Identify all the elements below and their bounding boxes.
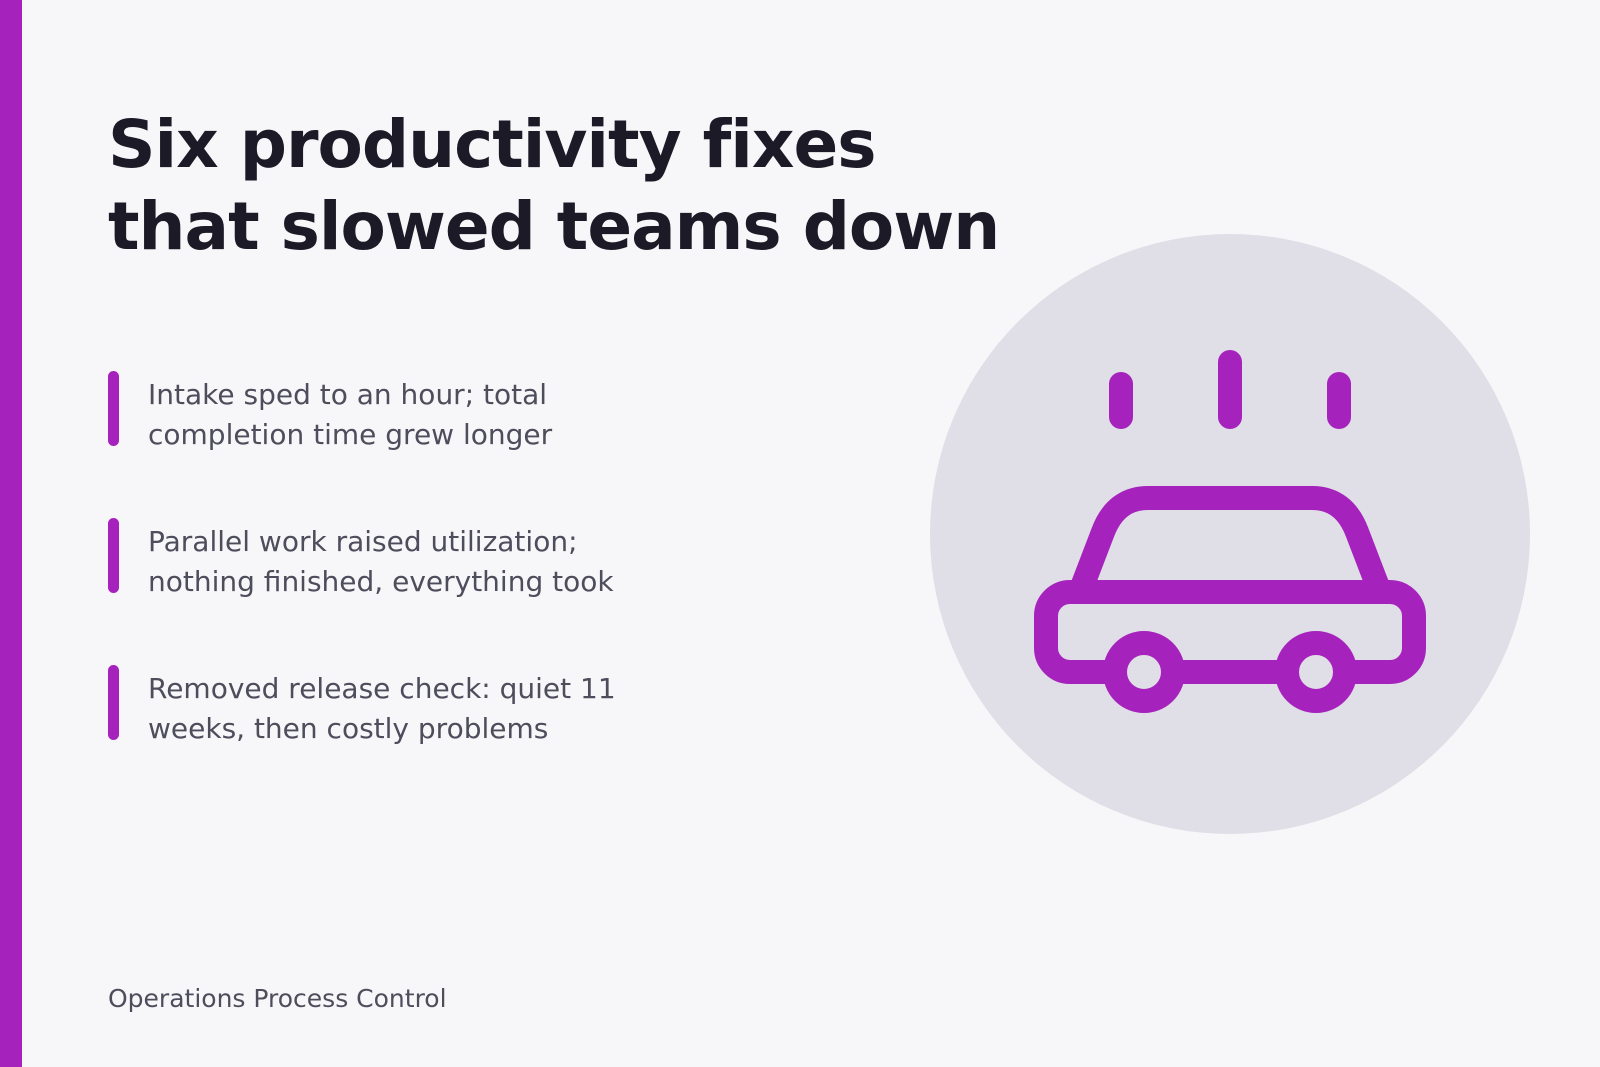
point-text: Removed release check: quiet 11 weeks, t… xyxy=(148,669,668,749)
point-text-line: Intake sped to an hour; total xyxy=(148,378,548,411)
slide-title: Six productivity fixes that slowed teams… xyxy=(108,104,1108,268)
key-points-list: Intake sped to an hour; total completion… xyxy=(108,371,668,812)
title-line: Six productivity fixes xyxy=(108,106,877,183)
point-text: Parallel work raised utilization; nothin… xyxy=(148,522,668,602)
key-point: Removed release check: quiet 11 weeks, t… xyxy=(108,665,668,745)
point-text-line: Parallel work raised utilization; xyxy=(148,525,578,558)
point-marker xyxy=(108,665,119,740)
key-point: Intake sped to an hour; total completion… xyxy=(108,371,668,451)
car-wheel-icon xyxy=(1275,631,1357,713)
point-text: Intake sped to an hour; total completion… xyxy=(148,375,668,455)
title-line: that slowed teams down xyxy=(108,188,1000,265)
point-text-line: completion time grew longer xyxy=(148,418,553,451)
car-body-icon xyxy=(1034,580,1426,684)
point-marker xyxy=(108,371,119,446)
car-wheel-icon xyxy=(1103,631,1185,713)
point-text-line: nothing finished, everything took xyxy=(148,565,614,598)
accent-stripe xyxy=(0,0,22,1067)
car-cabin-icon xyxy=(1068,486,1392,604)
point-text-line: weeks, then costly problems xyxy=(148,712,549,745)
point-text-line: Removed release check: quiet 11 xyxy=(148,672,616,705)
icon-backdrop-circle xyxy=(930,234,1530,834)
footer-label: Operations Process Control xyxy=(108,984,447,1013)
overheating-car-icon xyxy=(930,234,1530,834)
point-marker xyxy=(108,518,119,593)
key-point: Parallel work raised utilization; nothin… xyxy=(108,518,668,598)
